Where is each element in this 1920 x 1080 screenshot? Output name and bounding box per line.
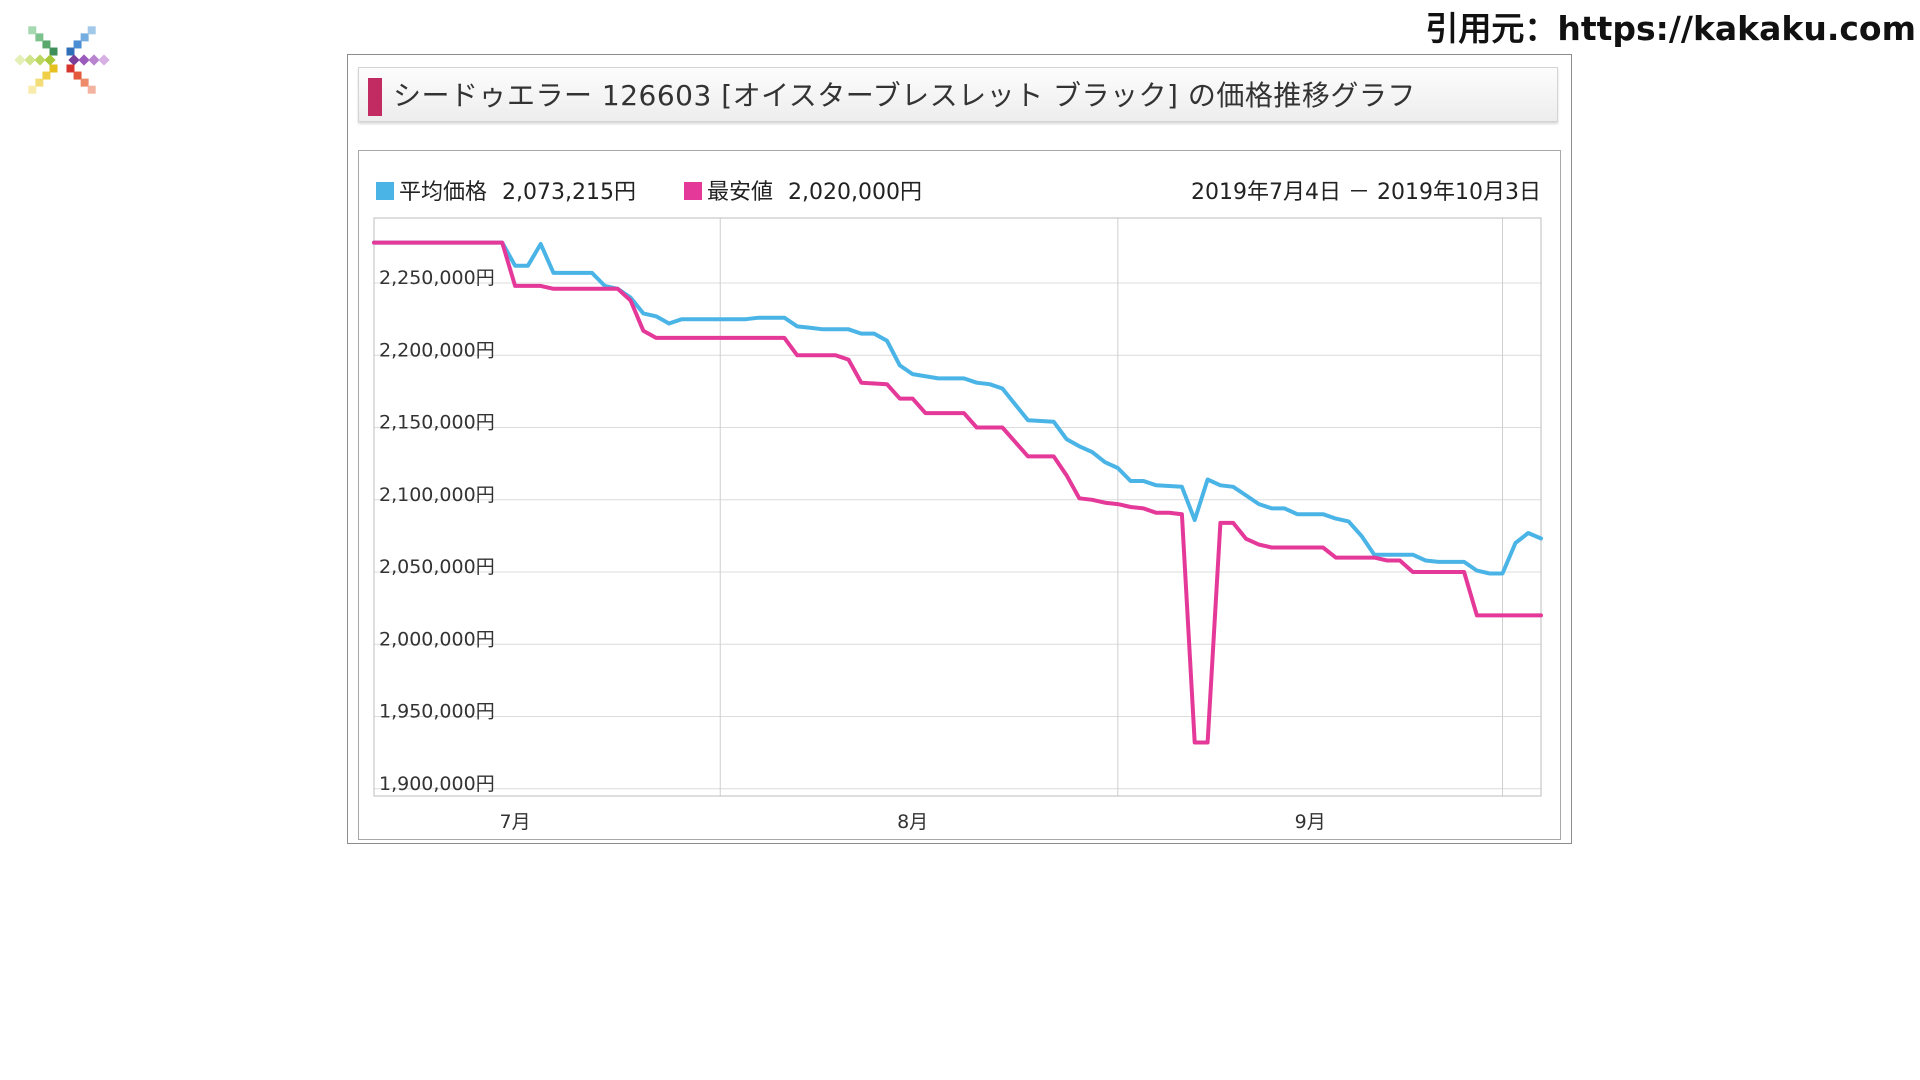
logo-square	[68, 54, 80, 66]
y-tick-label-1: 2,200,000円	[379, 339, 495, 361]
legend-avg-value: 2,073,215円	[502, 180, 636, 205]
color-burst-logo-icon	[14, 26, 110, 94]
series-line-avg	[372, 240, 1543, 576]
y-tick-label-6: 1,950,000円	[379, 701, 495, 723]
legend-swatch-avg	[376, 182, 394, 200]
logo-square	[80, 78, 89, 87]
price-line-chart: 平均価格 2,073,215円 最安値 2,020,000円 2019年7月4日…	[372, 180, 1543, 833]
price-graph-panel: シードゥエラー 126603 [オイスターブレスレット ブラック] の価格推移グ…	[347, 54, 1572, 844]
legend-label-avg: 平均価格 2,073,215円	[399, 180, 636, 205]
logo-square	[14, 54, 26, 66]
y-tick-label-2: 2,150,000円	[379, 412, 495, 434]
logo-square	[35, 33, 44, 42]
logo-square	[66, 47, 75, 56]
series-line-min	[372, 240, 1543, 745]
date-range: 2019年7月4日 － 2019年10月3日	[1191, 180, 1541, 205]
title-accent-mark	[368, 78, 382, 116]
x-axis-labels: 7月 8月 9月	[500, 811, 1326, 833]
logo-square	[42, 71, 51, 80]
logo-square	[28, 85, 37, 94]
logo-square	[42, 40, 51, 49]
logo-square	[35, 78, 44, 87]
logo-square	[44, 54, 56, 66]
grid	[374, 218, 1541, 796]
logo-square	[49, 47, 58, 56]
x-tick-label-2: 9月	[1295, 811, 1326, 833]
x-tick-label-1: 8月	[897, 811, 928, 833]
logo-square	[73, 71, 82, 80]
logo-square	[80, 33, 89, 42]
source-citation: 引用元：https://kakaku.com	[1425, 9, 1916, 48]
logo-square	[88, 54, 100, 66]
graph-title: シードゥエラー 126603 [オイスターブレスレット ブラック] の価格推移グ…	[393, 79, 1416, 112]
y-tick-label-5: 2,000,000円	[379, 628, 495, 650]
legend-min-name: 最安値	[707, 180, 773, 205]
logo-square	[28, 26, 37, 35]
logo-square	[24, 54, 36, 66]
plot-border	[373, 217, 1542, 797]
y-tick-label-0: 2,250,000円	[379, 267, 495, 289]
legend-avg-name: 平均価格	[399, 180, 487, 205]
legend-min-value: 2,020,000円	[788, 180, 922, 205]
legend-swatch-min	[684, 182, 702, 200]
logo-square	[98, 54, 110, 66]
logo-square	[78, 54, 90, 66]
legend-label-min: 最安値 2,020,000円	[707, 180, 922, 205]
logo-square	[49, 64, 58, 73]
logo-square	[73, 40, 82, 49]
legend: 平均価格 2,073,215円 最安値 2,020,000円 2019年7月4日…	[376, 180, 1541, 205]
graph-title-bar: シードゥエラー 126603 [オイスターブレスレット ブラック] の価格推移グ…	[358, 67, 1558, 122]
logo-square	[34, 54, 46, 66]
series-lines	[372, 240, 1543, 745]
y-tick-label-3: 2,100,000円	[379, 484, 495, 506]
logo-square	[87, 26, 96, 35]
y-tick-label-4: 2,050,000円	[379, 556, 495, 578]
logo-square	[66, 64, 75, 73]
x-tick-label-0: 7月	[500, 811, 531, 833]
y-axis-labels: 2,250,000円 2,200,000円 2,150,000円 2,100,000円…	[379, 267, 495, 795]
y-tick-label-7: 1,900,000円	[379, 773, 495, 795]
logo-square	[87, 85, 96, 94]
chart-frame: 平均価格 2,073,215円 最安値 2,020,000円 2019年7月4日…	[358, 150, 1561, 840]
